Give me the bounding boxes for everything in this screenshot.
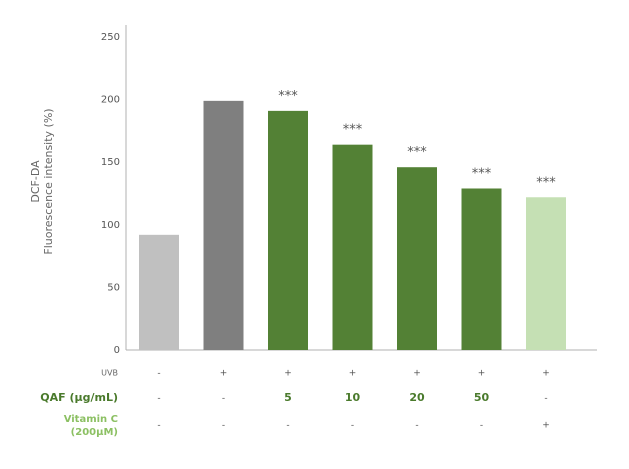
treatment-cell: - — [480, 421, 483, 431]
bars — [139, 100, 566, 351]
y-tick-label: 0 — [114, 345, 120, 356]
treatment-cell: - — [222, 421, 225, 431]
significance-labels: *** *** *** *** *** — [278, 89, 556, 190]
treatment-cell: - — [157, 369, 160, 379]
y-tick-label: 200 — [101, 95, 120, 106]
significance-label: *** — [472, 166, 492, 181]
treatment-cell: - — [544, 394, 547, 404]
significance-label: *** — [278, 89, 298, 104]
y-axis-label-line: DCF-DA — [29, 160, 42, 203]
y-tick-label: 50 — [107, 282, 120, 293]
treatment-cell: + — [284, 369, 292, 379]
treatment-cell: + — [542, 421, 550, 431]
treatment-row-label: QAF (μg/mL) — [40, 391, 118, 404]
treatment-cell: + — [349, 369, 357, 379]
treatment-cell: + — [413, 369, 421, 379]
y-tick-label: 100 — [101, 220, 120, 231]
significance-label: *** — [343, 123, 363, 138]
bar — [139, 234, 179, 350]
y-axis-ticks: 0 50 100 150 200 250 — [101, 32, 120, 356]
y-axis-label: DCF-DA Fluorescence intensity (%) — [29, 108, 55, 254]
y-axis-label-line: Fluorescence intensity (%) — [42, 108, 55, 254]
y-tick-label: 150 — [101, 157, 120, 168]
treatment-row-label: (200μM) — [71, 427, 118, 438]
bar — [397, 167, 437, 350]
treatment-cell: 20 — [409, 391, 425, 404]
significance-label: *** — [407, 145, 427, 160]
treatment-cell: - — [351, 421, 354, 431]
treatment-cell: + — [220, 369, 228, 379]
bar — [526, 197, 566, 350]
y-tick-label: 250 — [101, 32, 120, 43]
treatment-cell: - — [415, 421, 418, 431]
significance-label: *** — [536, 175, 556, 190]
bar — [332, 144, 373, 350]
treatment-cell: - — [222, 394, 225, 404]
bar — [268, 110, 308, 350]
treatment-row-label: Vitamin C — [64, 414, 118, 425]
treatment-cell: 5 — [284, 391, 292, 404]
treatment-table: UVB - + + + + + + QAF (μg/mL) - - 5 10 20 50 - Vitamin C… — [40, 369, 550, 439]
treatment-cell: + — [542, 369, 550, 379]
treatment-row-label: UVB — [101, 369, 118, 378]
bar — [461, 188, 502, 350]
treatment-cell: - — [286, 421, 289, 431]
treatment-cell: - — [157, 421, 160, 431]
treatment-cell: 50 — [474, 391, 490, 404]
treatment-cell: - — [157, 394, 160, 404]
treatment-cell: 10 — [345, 391, 361, 404]
bar — [203, 100, 244, 351]
treatment-cell: + — [478, 369, 486, 379]
